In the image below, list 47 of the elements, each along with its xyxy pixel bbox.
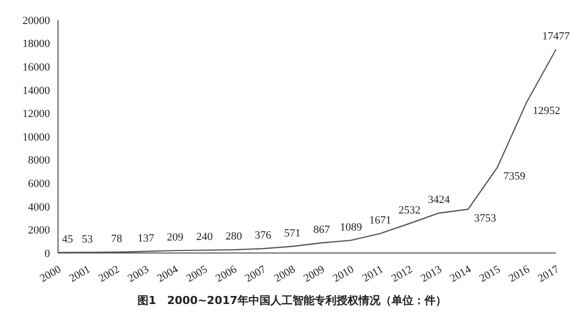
x-tick-label: 2012 bbox=[390, 263, 415, 285]
data-label: 867 bbox=[313, 224, 330, 236]
data-label: 7359 bbox=[503, 170, 526, 182]
y-tick-label: 18000 bbox=[22, 38, 50, 50]
y-tick-label: 8000 bbox=[28, 154, 50, 167]
data-label: 53 bbox=[82, 233, 94, 246]
data-label: 17477 bbox=[542, 30, 570, 42]
x-tick-label: 2002 bbox=[96, 263, 122, 285]
data-label: 571 bbox=[284, 227, 301, 240]
x-tick-label: 2013 bbox=[418, 263, 444, 285]
y-tick-label: 12000 bbox=[22, 108, 50, 120]
x-tick-label: 2003 bbox=[126, 263, 152, 285]
x-tick-label: 2009 bbox=[302, 263, 328, 285]
x-tick-label: 2006 bbox=[214, 263, 240, 285]
x-tick-label: 2017 bbox=[536, 263, 562, 285]
x-tick-label: 2014 bbox=[448, 263, 474, 285]
data-label: 3753 bbox=[474, 212, 497, 224]
text: 图1 2000~2017年中国人工智能专利授权情况（单位：件） bbox=[136, 293, 448, 308]
data-label: 376 bbox=[254, 230, 272, 242]
data-label: 240 bbox=[196, 231, 214, 244]
y-tick-label: 16000 bbox=[22, 62, 50, 74]
data-label: 78 bbox=[111, 233, 123, 246]
data-label: 3424 bbox=[428, 194, 450, 206]
y-tick-label: 14000 bbox=[22, 84, 50, 97]
y-tick-label: 2000 bbox=[28, 224, 50, 237]
x-tick-label: 2001 bbox=[67, 263, 92, 285]
y-tick-label: 20000 bbox=[22, 14, 50, 27]
x-tick-label: 2015 bbox=[477, 263, 503, 285]
data-label: 45 bbox=[62, 233, 74, 246]
x-tick-label: 2010 bbox=[330, 263, 356, 285]
y-tick-label: 6000 bbox=[28, 178, 50, 190]
x-tick-label: 2007 bbox=[243, 263, 269, 285]
data-label: 280 bbox=[226, 230, 243, 243]
x-tick-label: 2004 bbox=[155, 263, 181, 285]
y-tick-label: 0 bbox=[44, 248, 50, 260]
data-label: 12952 bbox=[532, 105, 560, 118]
data-label: 137 bbox=[138, 232, 155, 244]
data-label: 2532 bbox=[398, 204, 421, 216]
x-tick-label: 2016 bbox=[506, 263, 532, 285]
x-tick-label: 2008 bbox=[272, 263, 298, 285]
data-label: 209 bbox=[166, 232, 184, 244]
data-label: 1089 bbox=[340, 221, 362, 234]
y-tick-label: 10000 bbox=[22, 131, 50, 144]
y-tick-label: 4000 bbox=[28, 201, 50, 214]
data-label: 1671 bbox=[369, 214, 392, 227]
x-tick-label: 2005 bbox=[184, 263, 210, 285]
x-tick-label: 2011 bbox=[360, 263, 386, 285]
